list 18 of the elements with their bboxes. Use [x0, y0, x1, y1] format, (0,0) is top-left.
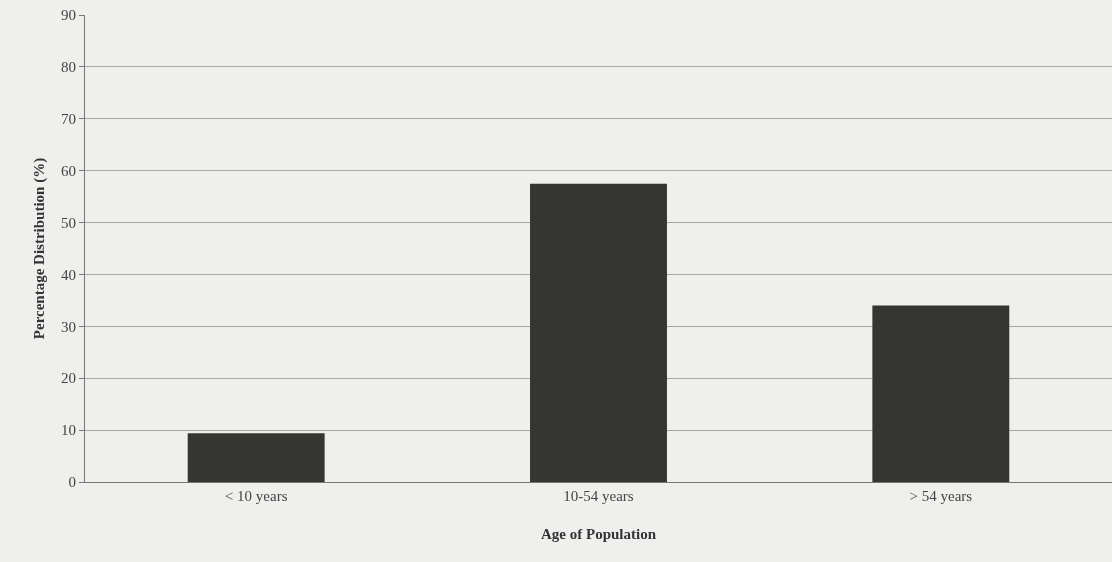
x-tick-label: < 10 years	[224, 488, 288, 504]
y-tick-label: 0	[68, 474, 76, 491]
y-tick-label: 90	[61, 7, 76, 24]
y-tick-label: 40	[61, 266, 76, 283]
y-tick-label: 80	[61, 59, 76, 76]
bar	[872, 305, 1010, 482]
y-tick-label: 10	[61, 422, 76, 439]
x-axis-title: Age of Population	[540, 526, 657, 542]
y-tick-label: 30	[61, 318, 76, 335]
x-tick-label: 10-54 years	[563, 488, 634, 504]
y-tick-label: 70	[61, 111, 76, 128]
y-tick-label: 60	[61, 162, 76, 179]
y-tick-label: 20	[61, 370, 76, 387]
y-axis-title: Percentage Distribution (%)	[31, 157, 49, 340]
x-tick-label: > 54 years	[909, 488, 973, 504]
bar	[187, 433, 325, 482]
y-tick-label: 50	[61, 214, 76, 231]
bar	[530, 183, 667, 482]
